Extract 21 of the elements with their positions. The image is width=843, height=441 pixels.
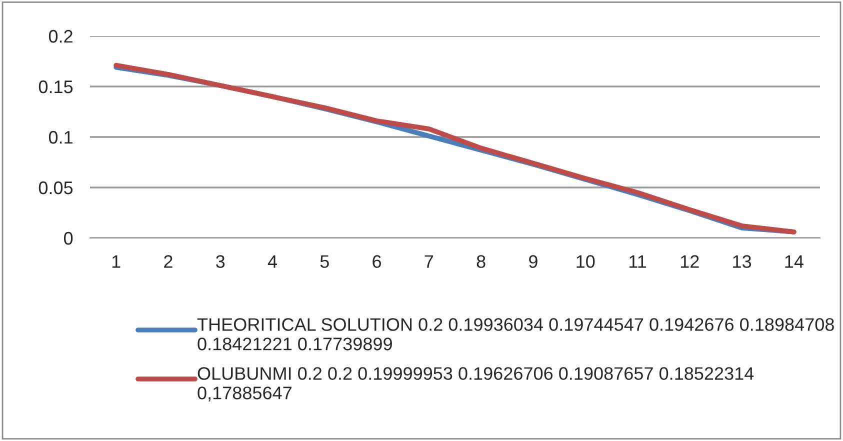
- x-tick-label: 11: [630, 255, 646, 268]
- x-tick-label: 10: [576, 255, 595, 268]
- legend-label: THEORITICAL SOLUTION 0.2 0.19936034 0.19744547 0.1942676 0.18984708 0.18421221 0.17739899: [197, 318, 834, 350]
- x-tick-label: 8: [476, 255, 486, 268]
- y-tick-label: 0.2: [48, 30, 72, 43]
- y-tick-label: 0.05: [38, 181, 73, 194]
- x-tick-label: 4: [268, 255, 277, 268]
- y-tick-label: 0: [64, 232, 73, 245]
- x-tick-label: 9: [529, 255, 538, 268]
- x-tick-label: 7: [424, 255, 434, 268]
- x-tick-label: 2: [164, 255, 172, 268]
- y-tick-label: 0.15: [38, 80, 73, 94]
- x-tick-label: 14: [785, 255, 804, 268]
- legend-label: OLUBUNMI 0.2 0.2 0.19999953 0.19626706 0.19087657 0.18522314 0,17885647: [198, 367, 754, 402]
- y-tick-label: 0.1: [48, 130, 72, 144]
- x-tick-label: 12: [680, 255, 699, 268]
- x-tick-label: 1: [112, 255, 120, 268]
- x-tick-label: 6: [372, 255, 382, 268]
- x-tick-label: 5: [320, 255, 329, 268]
- x-tick-label: 13: [733, 255, 752, 268]
- x-tick-label: 3: [216, 255, 225, 268]
